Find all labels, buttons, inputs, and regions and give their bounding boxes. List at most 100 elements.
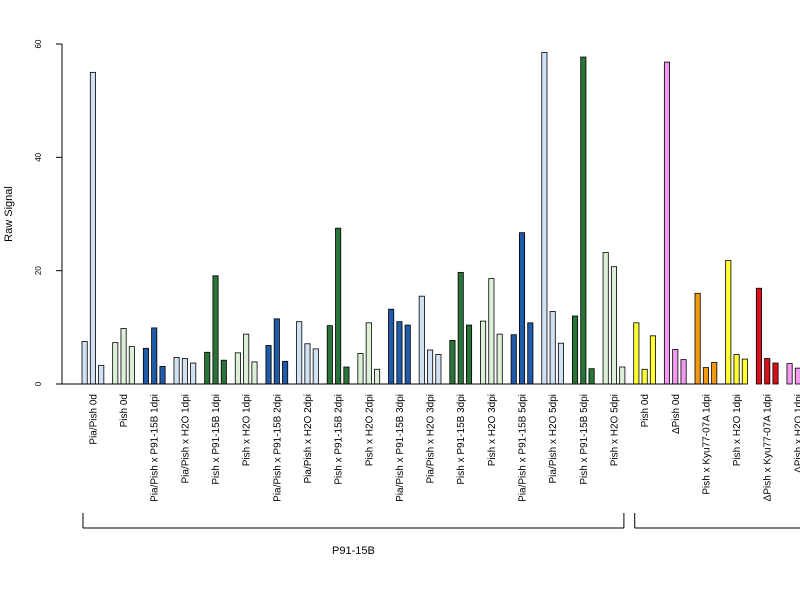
bar: [212, 275, 219, 385]
x-tick-label: ΔPish x H2O 1dpi: [793, 394, 800, 473]
y-tick-label: 60: [34, 39, 43, 48]
bar: [120, 328, 127, 385]
bar: [326, 325, 333, 385]
bar: [580, 56, 587, 385]
bar: [588, 368, 595, 385]
bar: [273, 318, 280, 385]
bar: [772, 362, 779, 385]
bar: [488, 278, 495, 385]
bar: [633, 322, 640, 385]
bar: [649, 335, 656, 385]
bar: [519, 232, 526, 385]
bar: [181, 358, 188, 385]
bar: [663, 61, 670, 385]
y-tick-label: 0: [34, 381, 43, 386]
bar: [243, 333, 250, 385]
bar: [265, 345, 272, 385]
bar: [619, 366, 626, 385]
x-tick-label: Pish x Kyu77-07A 1dpi: [701, 394, 712, 495]
bar: [128, 346, 135, 385]
bar: [457, 271, 464, 385]
bar: [357, 352, 364, 385]
bar: [786, 363, 793, 385]
bar: [204, 351, 211, 385]
bar: [480, 320, 487, 385]
bar: [711, 362, 718, 385]
bar: [510, 334, 517, 385]
bar: [388, 308, 395, 385]
bar: [465, 324, 473, 385]
bar: [296, 321, 303, 385]
bar: [81, 341, 88, 385]
bar: [680, 359, 687, 385]
x-tick-label: Pia/Pish x H2O 2dpi: [303, 394, 314, 484]
x-tick-label: ΔPish x Kyu77-07A 1dpi: [763, 394, 774, 501]
bar: [557, 342, 564, 385]
bar: [672, 349, 679, 385]
bar: [159, 366, 166, 385]
bar: [610, 266, 617, 385]
x-tick-label: Pia/Pish 0d: [88, 394, 99, 445]
x-tick-label: Pia/Pish x P91-15B 5dpi: [518, 394, 529, 502]
bar: [794, 367, 800, 385]
bar: [112, 342, 119, 385]
x-tick-label: Pish x H2O 5dpi: [609, 394, 620, 466]
x-tick-label: Pish 0d: [119, 394, 130, 427]
bar: [449, 339, 456, 385]
bar: [435, 354, 442, 385]
y-tick-label: 20: [34, 266, 43, 275]
bar: [733, 354, 740, 385]
x-tick-label: Pia/Pish x H2O 1dpi: [180, 394, 191, 484]
bar: [89, 71, 96, 385]
bar: [142, 347, 149, 385]
bar: [694, 292, 701, 385]
bar: [304, 343, 311, 385]
bar: [418, 295, 425, 385]
bar: [335, 227, 342, 385]
bar: [541, 52, 548, 385]
x-axis-labels: Pia/Pish 0d Pish 0d Pia/Pish x P91-15B 1dp…: [88, 394, 800, 502]
y-axis-title: Raw Signal: [3, 186, 15, 242]
bar: [602, 252, 609, 385]
x-tick-label: Pia/Pish x H2O 5dpi: [548, 394, 559, 484]
bar: [427, 349, 434, 385]
bar: [343, 366, 350, 385]
bar: [764, 358, 771, 385]
bar: [702, 367, 709, 385]
group-label: P91-15B: [332, 545, 375, 557]
bar: [234, 352, 241, 385]
bar: [98, 364, 105, 385]
group-brackets: P91-15BKyu77-07A: [82, 513, 800, 557]
x-tick-label: Pish x P91-15B 1dpi: [211, 394, 222, 485]
x-tick-label: Pish x P91-15B 5dpi: [579, 394, 590, 485]
x-tick-label: Pia/Pish x P91-15B 3dpi: [395, 394, 406, 502]
bar: [312, 348, 319, 385]
bar: [572, 315, 579, 385]
bar: [190, 362, 197, 385]
bar: [374, 368, 381, 385]
y-tick-label: 40: [34, 152, 43, 161]
x-tick-label: Pish 0d: [640, 394, 651, 427]
bar: [396, 321, 403, 385]
x-tick-label: Pish x H2O 1dpi: [242, 394, 253, 466]
bar: [527, 322, 534, 385]
bar: [251, 361, 258, 385]
bar: [549, 311, 556, 385]
bar: [220, 359, 227, 385]
x-tick-label: ΔPish 0d: [671, 394, 682, 434]
x-tick-label: Pish x H2O 2dpi: [364, 394, 375, 466]
bars-layer: [81, 52, 800, 385]
bar: [151, 327, 158, 385]
x-tick-label: Pia/Pish x H2O 3dpi: [426, 394, 437, 484]
x-tick-label: Pish x H2O 1dpi: [732, 394, 743, 466]
bar: [404, 324, 411, 385]
bar: [496, 333, 503, 385]
y-axis: 0 20 40 60: [34, 39, 63, 386]
x-tick-label: Pish x H2O 3dpi: [487, 394, 498, 466]
bar: [365, 322, 372, 385]
x-tick-label: Pia/Pish x P91-15B 1dpi: [150, 394, 161, 502]
bar: [755, 287, 762, 385]
bar: [173, 356, 180, 385]
bar: [282, 360, 289, 385]
